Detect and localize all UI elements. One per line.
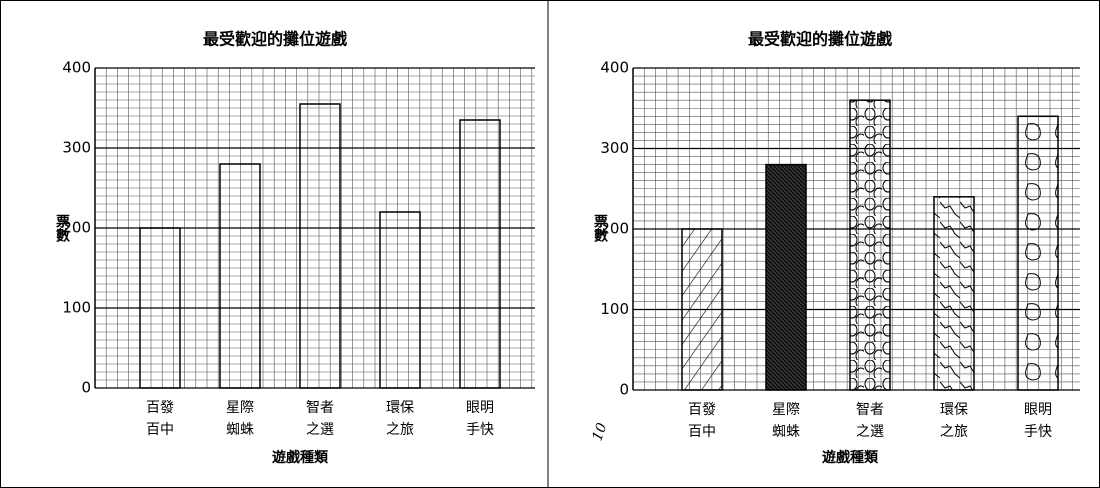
y-tick-label: 400 [600, 59, 629, 77]
bar [681, 228, 723, 391]
x-tick-label: 之旅 [386, 422, 414, 438]
chart-title: 最受歡迎的攤位遊戲 [203, 30, 348, 49]
x-tick-label: 百發 [688, 402, 716, 418]
x-tick-label: 之選 [306, 422, 334, 438]
x-tick-label: 百發 [146, 400, 174, 416]
y-tick-label: 300 [62, 139, 91, 157]
x-tick-label: 之旅 [940, 424, 968, 440]
x-tick-label: 星際 [226, 400, 254, 416]
chart-title: 最受歡迎的攤位遊戲 [748, 30, 893, 49]
y-axis-label: 票數 [54, 214, 70, 243]
x-tick-label: 之選 [856, 424, 884, 440]
x-tick-label: 眼明 [466, 400, 494, 416]
x-tick-label: 百中 [146, 422, 174, 438]
y-axis-label: 票數 [592, 214, 608, 243]
bar [139, 227, 181, 389]
bar [933, 196, 975, 391]
bar [1017, 115, 1059, 391]
x-tick-label: 蜘蛛 [226, 422, 254, 438]
bar [849, 99, 891, 391]
x-tick-label: 星際 [772, 402, 800, 418]
annotation: 10 [589, 421, 610, 443]
x-tick-label: 智者 [856, 402, 884, 418]
y-tick-label: 100 [62, 299, 91, 317]
bar [299, 103, 341, 389]
x-tick-label: 手快 [466, 422, 494, 438]
y-tick-label: 100 [600, 300, 629, 318]
y-tick-label: 0 [81, 379, 91, 397]
x-tick-label: 智者 [306, 400, 334, 416]
bar [765, 163, 807, 391]
y-tick-label: 400 [62, 59, 91, 77]
x-tick-label: 百中 [688, 424, 716, 440]
y-tick-label: 0 [619, 381, 629, 399]
x-axis-label: 遊戲種類 [822, 449, 879, 466]
x-tick-label: 環保 [940, 402, 968, 418]
y-tick-label: 200 [62, 219, 91, 237]
y-tick-label: 200 [600, 220, 629, 238]
x-tick-label: 環保 [386, 400, 414, 416]
x-tick-label: 手快 [1024, 424, 1052, 440]
x-tick-label: 蜘蛛 [772, 424, 800, 440]
x-axis-label: 遊戲種類 [272, 449, 329, 466]
y-tick-label: 300 [600, 139, 629, 157]
x-tick-label: 眼明 [1024, 402, 1052, 418]
bar [379, 211, 421, 389]
bar [459, 119, 501, 389]
bar [219, 163, 261, 389]
